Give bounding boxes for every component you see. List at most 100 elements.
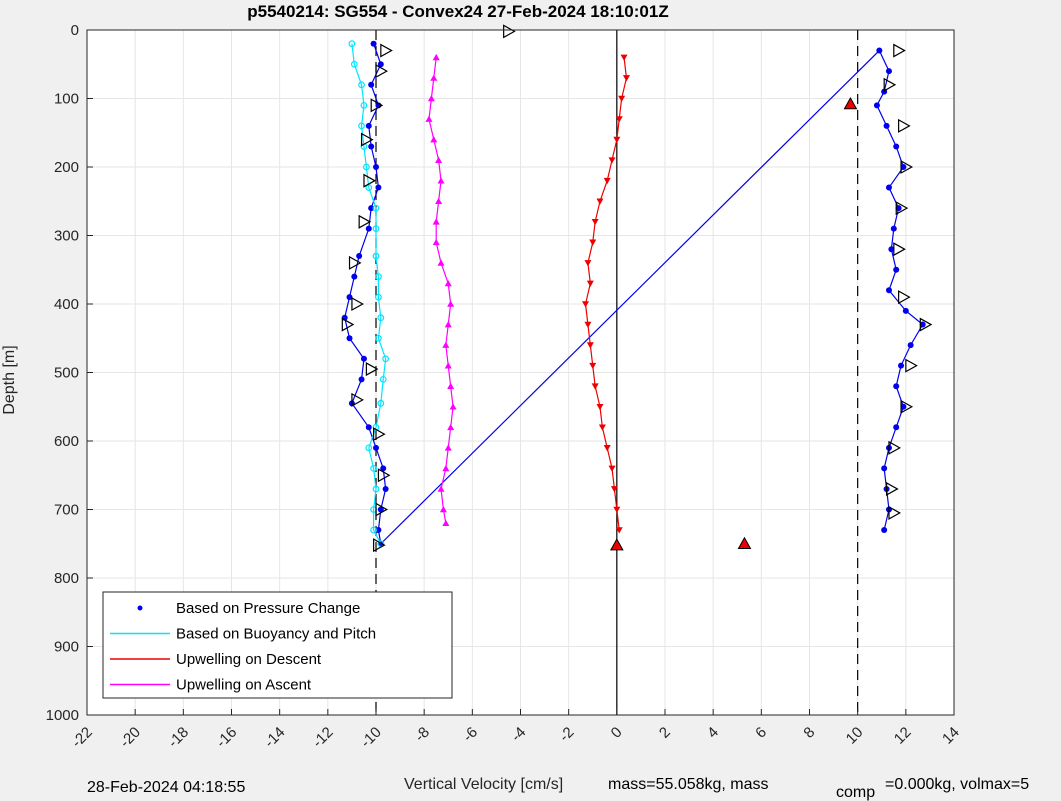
data-point [898, 362, 905, 369]
data-point [885, 68, 892, 75]
data-point [893, 424, 900, 431]
mode-marker [888, 505, 902, 520]
data-point [596, 403, 604, 411]
x-tick-label: 2 [656, 724, 674, 742]
data-point [907, 342, 914, 349]
data-point [425, 115, 433, 122]
x-axis-label: Vertical Velocity [cm/s] [404, 776, 563, 793]
data-point [372, 252, 380, 260]
data-point [873, 102, 880, 109]
legend-box [102, 591, 453, 699]
data-point [881, 465, 888, 472]
legend-label: Upwelling on Descent [176, 651, 322, 668]
data-point [447, 423, 455, 431]
data-point [622, 75, 630, 82]
footer-volmax: =0.000kg, volmax=5 [885, 776, 1029, 793]
mode-marker [893, 43, 906, 58]
y-tick-label: 600 [54, 433, 79, 450]
mode-marker [373, 427, 386, 442]
data-point [437, 177, 445, 184]
mode-marker [888, 440, 902, 455]
mode-marker [363, 173, 377, 188]
data-point [379, 375, 387, 383]
x-tick-label: -6 [460, 724, 481, 745]
data-point [350, 60, 358, 68]
data-point [881, 527, 888, 534]
data-point [439, 506, 447, 513]
mode-marker [883, 77, 897, 92]
data-point [358, 81, 365, 89]
footer-mass: mass=55.058kg, mass [608, 776, 769, 793]
data-point [610, 486, 618, 493]
mode-marker [898, 290, 911, 305]
data-point [370, 526, 377, 534]
x-tick-label: 12 [891, 724, 915, 748]
series-layer [341, 24, 933, 553]
data-point [380, 465, 387, 472]
data-point [893, 143, 900, 150]
data-point [365, 184, 373, 191]
data-point [444, 362, 452, 369]
data-point [883, 122, 890, 129]
legend-label: Based on Pressure Change [176, 600, 360, 617]
data-point [589, 239, 597, 246]
data-point [372, 485, 380, 493]
mode-marker [351, 296, 364, 312]
x-tick-label: 14 [939, 724, 963, 748]
data-point [382, 355, 390, 363]
x-tick-label: 6 [752, 724, 770, 742]
data-point [377, 314, 385, 322]
data-point [442, 519, 450, 526]
data-point [360, 355, 367, 362]
x-tick-label: -20 [117, 724, 144, 751]
data-point [377, 61, 384, 68]
data-point [444, 279, 452, 287]
x-tick-label: -4 [508, 724, 529, 745]
mode-marker [503, 24, 516, 39]
legend-label: Based on Buoyancy and Pitch [176, 626, 376, 643]
data-point [591, 383, 599, 390]
data-point [885, 184, 892, 191]
mode-marker [375, 64, 389, 79]
mode-marker [365, 362, 379, 377]
data-point [608, 157, 616, 164]
data-point [348, 40, 356, 48]
data-point [447, 382, 455, 389]
legend-swatch [137, 605, 143, 611]
footer-mass-subscript: comp [836, 784, 875, 801]
data-point [362, 163, 370, 171]
data-point [377, 399, 385, 407]
mode-marker [919, 317, 933, 332]
mode-marker [360, 132, 374, 147]
mode-marker [341, 317, 355, 332]
data-point [435, 197, 443, 205]
data-point [372, 204, 380, 212]
data-point [919, 321, 926, 328]
data-point [620, 54, 628, 61]
data-point [876, 47, 883, 54]
x-tick-label: -16 [213, 724, 240, 751]
x-tick-label: -8 [412, 724, 433, 745]
data-point [382, 485, 389, 492]
data-point [375, 273, 382, 281]
data-point [589, 362, 597, 370]
x-tick-label: -18 [165, 724, 192, 751]
data-point [613, 506, 621, 513]
x-tick-label: 10 [843, 724, 867, 748]
x-tick-label: 8 [800, 724, 818, 742]
series-based-on-buoyancy-and-pitch [348, 40, 390, 548]
marker-group-triangle-right [341, 24, 933, 553]
mode-marker [893, 242, 906, 257]
data-point [373, 444, 379, 451]
data-point [449, 403, 457, 410]
data-point [885, 287, 892, 294]
mode-marker [351, 392, 364, 407]
data-point [368, 205, 375, 212]
y-tick-label: 500 [54, 365, 79, 382]
data-point [586, 280, 594, 287]
mode-marker [905, 358, 918, 373]
data-point [888, 246, 895, 253]
data-point [900, 403, 907, 410]
y-ticks: 0 100 200 300 400 500 600 700 800 900 1000 [46, 22, 93, 724]
